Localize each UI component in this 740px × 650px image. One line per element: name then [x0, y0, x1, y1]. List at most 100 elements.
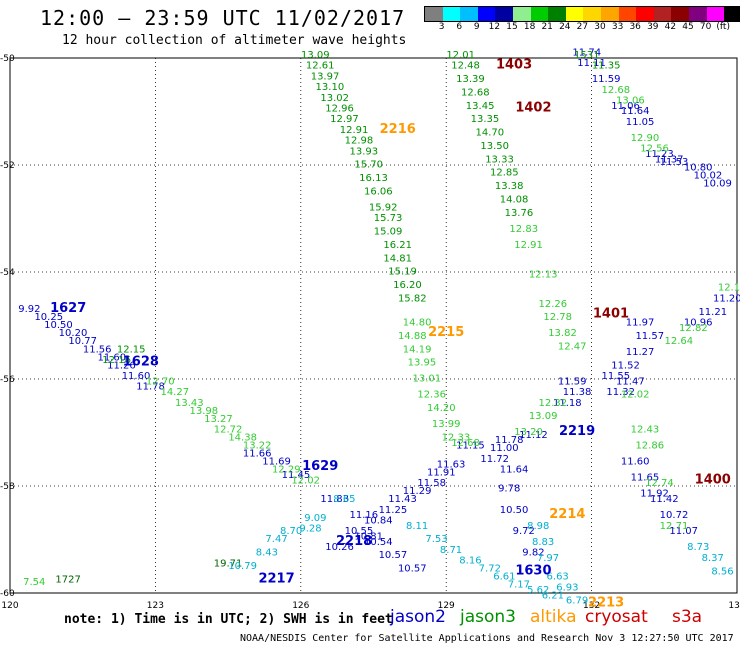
data-point: 11.25 [379, 505, 408, 516]
data-point: 8.11 [406, 521, 428, 532]
data-point: 10.57 [379, 550, 408, 561]
y-tick-label: -58 [0, 482, 15, 492]
data-point: 11.29 [403, 486, 432, 497]
data-point: 12.68 [602, 85, 631, 96]
data-point: 11.92 [640, 489, 669, 500]
colorbar-swatch [460, 7, 478, 21]
data-point: 13.43 [175, 398, 204, 409]
data-point: 2213 [588, 595, 624, 610]
data-point: 1627 [50, 301, 86, 316]
colorbar-swatch [688, 7, 707, 21]
data-point: 13.93 [349, 146, 378, 157]
x-tick-label: 132 [583, 601, 600, 611]
x-tick-label: 135 [728, 601, 740, 611]
colorbar-tick-label: 42 [664, 22, 677, 32]
data-point: 12.48 [451, 61, 480, 72]
data-point: 14.88 [398, 331, 427, 342]
data-point: 11.11 [577, 58, 606, 69]
data-point: 10.79 [228, 561, 257, 572]
colorbar-tick-label: 3 [438, 22, 445, 32]
legend-item-cryosat: cryosat [585, 607, 648, 627]
data-point: 16.06 [364, 186, 393, 197]
legend-item-altika: altika [530, 607, 577, 627]
x-tick-label: 129 [438, 601, 455, 611]
data-point: 12.13 [718, 283, 740, 294]
data-point: 12.29 [272, 465, 301, 476]
data-point: 12.70 [146, 376, 175, 387]
data-point: 13.09 [529, 411, 558, 422]
data-point: 13.09 [301, 50, 330, 61]
y-tick-label: -54 [0, 268, 15, 278]
data-point: 7.47 [265, 534, 287, 545]
colorbar-swatch [653, 7, 672, 21]
data-point: 10.81 [354, 532, 383, 543]
data-point: 11.56 [83, 344, 112, 355]
data-point: 8.37 [702, 553, 724, 564]
data-point: 15.19 [388, 267, 417, 278]
data-point: 11.64 [621, 106, 650, 117]
y-tick-label: -56 [0, 375, 15, 385]
colorbar-swatch [671, 7, 689, 21]
data-point: 10.80 [684, 162, 713, 173]
colorbar-tick-label: 6 [456, 22, 463, 32]
data-point: 12.47 [558, 342, 587, 353]
colorbar-swatch [636, 7, 654, 21]
colorbar-tick-label: 15 [506, 22, 518, 32]
colorbar-swatch [724, 7, 740, 21]
data-point: 11.27 [626, 347, 655, 358]
data-point: 2219 [559, 424, 595, 439]
data-point: 11.23 [645, 149, 674, 160]
colorbar-tick-label: 12 [488, 22, 501, 32]
data-point: 11.26 [107, 360, 136, 371]
data-point: 7.17 [508, 580, 530, 591]
data-point: 8.83 [532, 537, 554, 548]
data-point: 11.59 [558, 376, 587, 387]
colorbar-tick-label: 70 [699, 22, 712, 32]
data-point: 6.63 [547, 572, 569, 583]
data-point: 12.33 [442, 433, 471, 444]
header-subtitle: 12 hour collection of altimeter wave hei… [62, 33, 407, 48]
data-point: 6.21 [542, 590, 564, 601]
data-point: 7.53 [425, 534, 447, 545]
data-point: 12.96 [325, 104, 354, 115]
data-point: 1402 [515, 101, 551, 116]
data-point: 13.98 [190, 406, 219, 417]
data-point: 15.73 [374, 213, 403, 224]
data-point: 12.32 [539, 398, 568, 409]
data-point: 13.76 [505, 208, 534, 219]
data-point: 9.92 [18, 304, 40, 315]
data-point: 14.80 [403, 318, 432, 329]
data-point: 12.90 [631, 133, 660, 144]
header-title: 12:00 – 23:59 UTC 11/02/2017 [40, 6, 406, 30]
data-point: 8.70 [280, 526, 302, 537]
data-point: 12.15 [117, 344, 146, 355]
colorbar-swatch [706, 7, 725, 21]
data-point: 9.09 [304, 513, 326, 524]
data-point: 1629 [302, 459, 338, 474]
data-point: 11.43 [388, 494, 417, 505]
data-point: 11.15 [456, 441, 485, 452]
y-tick-label: -50 [0, 54, 15, 64]
colorbar-tick-label: (ft) [716, 22, 730, 32]
data-point: 13.35 [471, 114, 500, 125]
data-point: 13.10 [316, 82, 345, 93]
colorbar-tick-label: 9 [473, 22, 480, 32]
data-point: 11.69 [262, 457, 291, 468]
x-tick-label: 123 [147, 601, 164, 611]
data-point: 19.71 [214, 558, 243, 569]
data-point: 13.27 [204, 414, 233, 425]
data-point: 12.16 [102, 355, 131, 366]
data-point: 1727 [55, 574, 80, 585]
data-point: 12.02 [291, 475, 320, 486]
data-point: 10.02 [694, 170, 723, 181]
data-point: 12.02 [621, 390, 650, 401]
data-point: 11.12 [519, 430, 548, 441]
colorbar-swatch [618, 7, 637, 21]
data-point: 9.78 [498, 483, 520, 494]
data-point: 11.38 [563, 387, 592, 398]
data-point: 1403 [496, 58, 532, 73]
data-point: 10.50 [500, 505, 529, 516]
colorbar-tick-label: 24 [559, 22, 571, 32]
data-point: 12.91 [340, 125, 369, 136]
data-point: 11.64 [500, 465, 529, 476]
